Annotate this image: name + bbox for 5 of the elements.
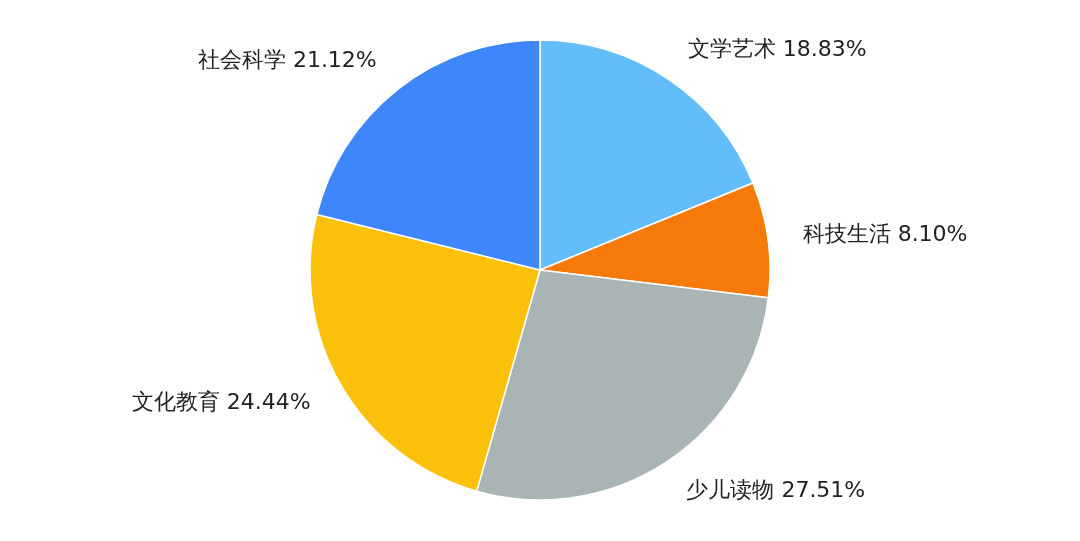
slice-label: 文学艺术 18.83% [687,36,867,62]
slice-label: 少儿读物 27.51% [686,476,866,502]
slice-label: 科技生活 8.10% [802,220,968,246]
slice-label: 文化教育 24.44% [131,388,311,414]
slice-label: 社会科学 21.12% [197,47,377,73]
